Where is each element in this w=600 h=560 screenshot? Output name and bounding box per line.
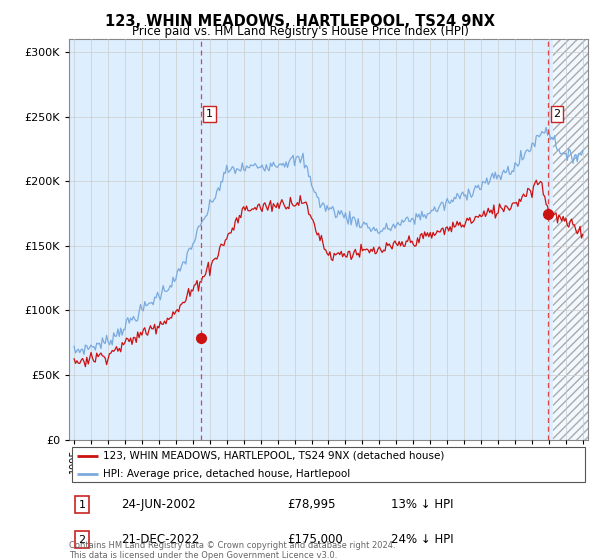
Text: 2: 2 (79, 535, 86, 545)
Text: 13% ↓ HPI: 13% ↓ HPI (391, 498, 453, 511)
Text: 123, WHIN MEADOWS, HARTLEPOOL, TS24 9NX: 123, WHIN MEADOWS, HARTLEPOOL, TS24 9NX (105, 14, 495, 29)
Bar (553, 39, 592, 440)
FancyBboxPatch shape (71, 447, 586, 482)
Text: 24-JUN-2002: 24-JUN-2002 (121, 498, 196, 511)
Text: £78,995: £78,995 (287, 498, 335, 511)
Text: 1: 1 (206, 109, 213, 119)
Text: 2: 2 (554, 109, 560, 119)
Text: 24% ↓ HPI: 24% ↓ HPI (391, 533, 454, 546)
Text: 21-DEC-2022: 21-DEC-2022 (121, 533, 199, 546)
Text: HPI: Average price, detached house, Hartlepool: HPI: Average price, detached house, Hart… (103, 469, 350, 479)
Text: 1: 1 (79, 500, 85, 510)
Text: £175,000: £175,000 (287, 533, 343, 546)
Text: Price paid vs. HM Land Registry's House Price Index (HPI): Price paid vs. HM Land Registry's House … (131, 25, 469, 38)
Text: 123, WHIN MEADOWS, HARTLEPOOL, TS24 9NX (detached house): 123, WHIN MEADOWS, HARTLEPOOL, TS24 9NX … (103, 451, 444, 461)
Bar (553, 39, 592, 440)
Text: Contains HM Land Registry data © Crown copyright and database right 2024.
This d: Contains HM Land Registry data © Crown c… (69, 540, 395, 560)
